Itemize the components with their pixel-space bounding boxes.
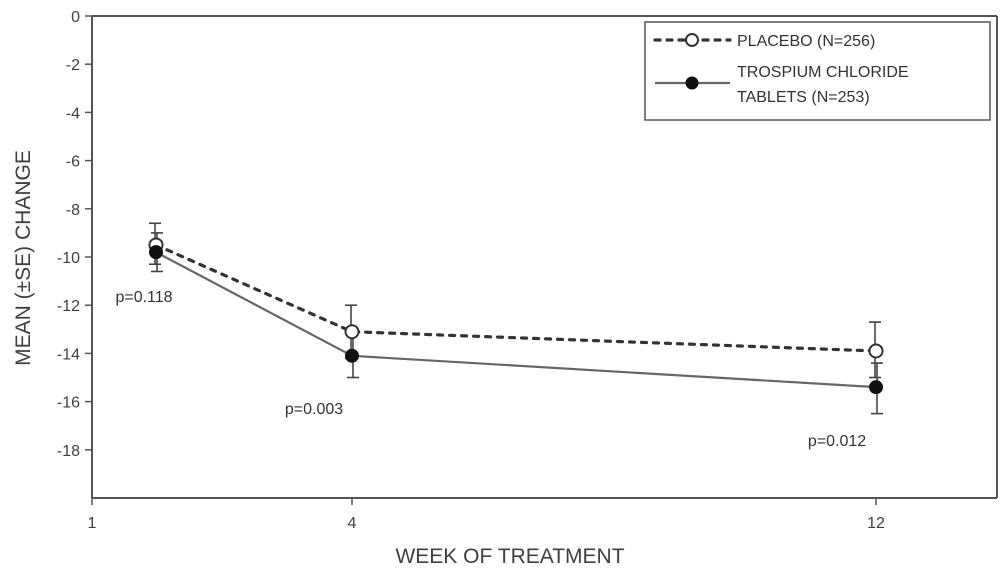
y-tick-label: -14: [57, 346, 80, 363]
data-point-placebo: [868, 343, 884, 359]
y-tick-label: -2: [66, 57, 80, 74]
x-axis-title: WEEK OF TREATMENT: [395, 545, 624, 568]
y-axis-ticks: 0 -2 -4 -6 -8 -10 -12 -14 -16 -18: [57, 9, 92, 460]
series-layer: [148, 222, 884, 415]
legend-marker-placebo: [685, 33, 699, 47]
y-tick-label: -12: [57, 298, 80, 315]
p-value-label: p=0.118: [115, 289, 172, 306]
p-value-annotations: p=0.118 p=0.003 p=0.012: [115, 289, 866, 450]
data-point-trospium: [345, 348, 359, 363]
y-tick-label: -16: [57, 395, 80, 412]
data-point-placebo: [344, 324, 360, 340]
y-axis-title: MEAN (±SE) CHANGE: [12, 150, 35, 366]
p-value-label: p=0.003: [285, 401, 343, 418]
legend-label-trospium-line1: TROSPIUM CHLORIDE: [737, 64, 909, 81]
x-tick-label: 12: [867, 515, 885, 532]
data-point-trospium: [149, 245, 163, 260]
series-line-trospium: [155, 251, 877, 389]
legend: PLACEBO (N=256) TROSPIUM CHLORIDE TABLETS …: [644, 21, 991, 121]
y-tick-label: -4: [66, 105, 80, 122]
legend-marker-trospium: [685, 76, 699, 90]
legend-label-placebo: PLACEBO (N=256): [737, 33, 875, 50]
y-tick-label: 0: [71, 9, 80, 26]
y-tick-label: -10: [57, 250, 80, 267]
x-tick-label: 1: [88, 515, 97, 532]
p-value-label: p=0.012: [808, 433, 866, 450]
legend-box: [644, 21, 991, 121]
legend-label-trospium-line2: TABLETS (N=253): [737, 89, 870, 106]
y-tick-label: -6: [66, 154, 80, 171]
y-tick-label: -18: [57, 443, 80, 460]
data-point-trospium: [869, 380, 883, 395]
y-tick-label: -8: [66, 202, 80, 219]
series-line-placebo: [154, 243, 878, 353]
x-axis-ticks: 1 4 12: [88, 498, 885, 532]
x-tick-label: 4: [348, 515, 357, 532]
